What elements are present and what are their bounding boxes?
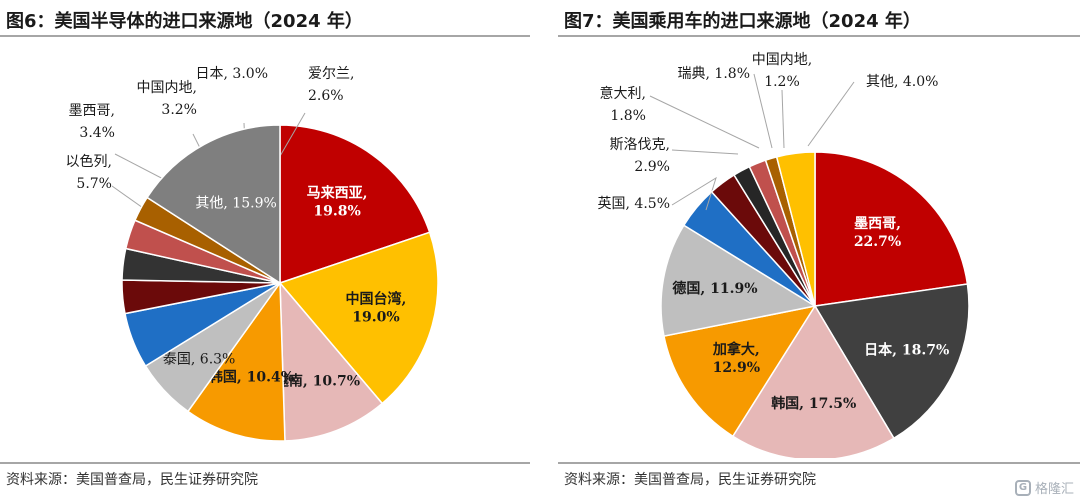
slice-label-5: 英国, 4.5% — [598, 195, 670, 212]
watermark: G 格隆汇 — [1014, 478, 1074, 497]
leader-line-5 — [671, 176, 717, 211]
slice-label-0: 墨西哥, 22.7% — [854, 216, 901, 250]
pie-slice-3 — [663, 304, 817, 438]
pie-slice-10 — [146, 124, 281, 285]
source-note: 资料来源：美国普查局，民生证券研究院 — [564, 472, 816, 488]
slice-label-5-value: 5.7% — [76, 176, 112, 192]
pie-slice-2 — [279, 280, 384, 442]
watermark-text: 格隆汇 — [1034, 482, 1074, 497]
slice-label-0: 马来西亚, 19.8% — [307, 185, 368, 219]
pie-slice-0 — [279, 124, 431, 285]
slice-callout-9: 爱尔兰, 2.6% — [275, 66, 354, 164]
slice-callout-7: 意大利, 1.8% — [600, 85, 760, 149]
slice-callout-8: 瑞典, 1.8% — [678, 66, 773, 149]
slice-callout-6: 墨西哥, 3.4% — [69, 103, 197, 197]
slice-label-7-value: 1.8% — [610, 108, 646, 124]
slice-callout-9: 中国内地, 1.2% — [752, 52, 812, 149]
pie-chart-passenger-car-imports: 墨西哥, 22.7% 日本, 18.7% 韩国, 17.5% 加拿大, 12.9% 德国, … — [598, 52, 970, 458]
slice-label-3: 韩国, 10.4% — [209, 369, 294, 386]
pie-slice-3 — [186, 280, 286, 442]
slice-label-6-value: 3.4% — [79, 125, 115, 141]
slice-callout-7: 中国内地, 3.2% — [137, 80, 216, 179]
source-rule — [558, 462, 1080, 464]
leader-line-6 — [671, 149, 739, 155]
chart-panel-passenger-cars: 图7：美国乘用车的进口来源地（2024 年） 墨西哥, 22.7% 日本, 18.7… — [558, 0, 1080, 503]
slice-callout-5: 以色列, 5.7% — [66, 153, 161, 221]
pie-slice-2 — [731, 304, 895, 458]
slice-label-2: 越南, 10.7% — [274, 372, 360, 389]
slice-callout-6: 斯洛伐克, 2.9% — [610, 137, 739, 175]
slice-label-10: 其他, 4.0% — [866, 74, 938, 90]
chart-title: 图7：美国乘用车的进口来源地（2024 年） — [564, 11, 921, 32]
slice-label-1: 日本, 18.7% — [864, 342, 949, 359]
slice-label-5: 以色列, — [66, 153, 112, 170]
slice-label-1: 中国台湾, 19.0% — [345, 291, 406, 326]
slice-label-10: 其他, 15.9% — [195, 196, 276, 212]
slice-label-3: 加拿大, 12.9% — [712, 341, 760, 376]
pie-slice-1 — [813, 283, 970, 440]
leader-line-9 — [781, 89, 785, 149]
slice-label-9: 爱尔兰, — [308, 66, 354, 82]
source-rule — [0, 462, 530, 464]
chart-panel-semiconductor: 图6：美国半导体的进口来源地（2024 年） 马来西亚, 19.8% 中国台湾, 19… — [0, 0, 530, 503]
slice-label-6-value: 2.9% — [634, 159, 670, 175]
leader-line-8 — [753, 73, 773, 149]
slice-label-4: 泰国, 6.3% — [163, 351, 235, 367]
slice-callout-5: 英国, 4.5% — [598, 176, 717, 212]
leader-line-9 — [275, 112, 306, 164]
chart-title: 图6：美国半导体的进口来源地（2024 年） — [6, 11, 363, 32]
slice-label-4: 德国, 11.9% — [672, 280, 757, 297]
slice-callout-10: 其他, 4.0% — [807, 74, 938, 147]
pie-slice-0 — [814, 151, 969, 307]
pie-chart-semiconductor-imports: 马来西亚, 19.8% 中国台湾, 19.0% 越南, 10.7%韩国, 10.4% 泰国… — [66, 66, 439, 442]
slice-label-7: 意大利, — [600, 85, 646, 102]
pie-slice-10 — [775, 151, 816, 307]
pie-slice-4 — [660, 224, 818, 337]
leader-line-10 — [807, 81, 855, 147]
leader-line-7 — [649, 95, 760, 149]
slice-label-2: 韩国, 17.5% — [771, 395, 856, 412]
slice-label-9: 中国内地, — [752, 52, 812, 68]
slice-label-8: 瑞典, 1.8% — [678, 66, 750, 82]
slice-label-8: 日本, 3.0% — [196, 66, 268, 82]
source-note: 资料来源：美国普查局，民生证券研究院 — [6, 472, 258, 488]
title-rule — [558, 35, 1080, 37]
slice-label-9-value: 1.2% — [764, 74, 800, 90]
slice-label-6: 斯洛伐克, — [610, 137, 670, 153]
title-rule — [0, 35, 530, 37]
slice-label-7-value: 3.2% — [161, 102, 197, 118]
watermark-logo-icon: G — [1014, 479, 1031, 496]
slice-label-6: 墨西哥, — [69, 103, 115, 119]
slice-label-7: 中国内地, — [137, 80, 197, 96]
slice-label-9-value: 2.6% — [308, 88, 344, 104]
pie-slice-1 — [278, 231, 439, 405]
